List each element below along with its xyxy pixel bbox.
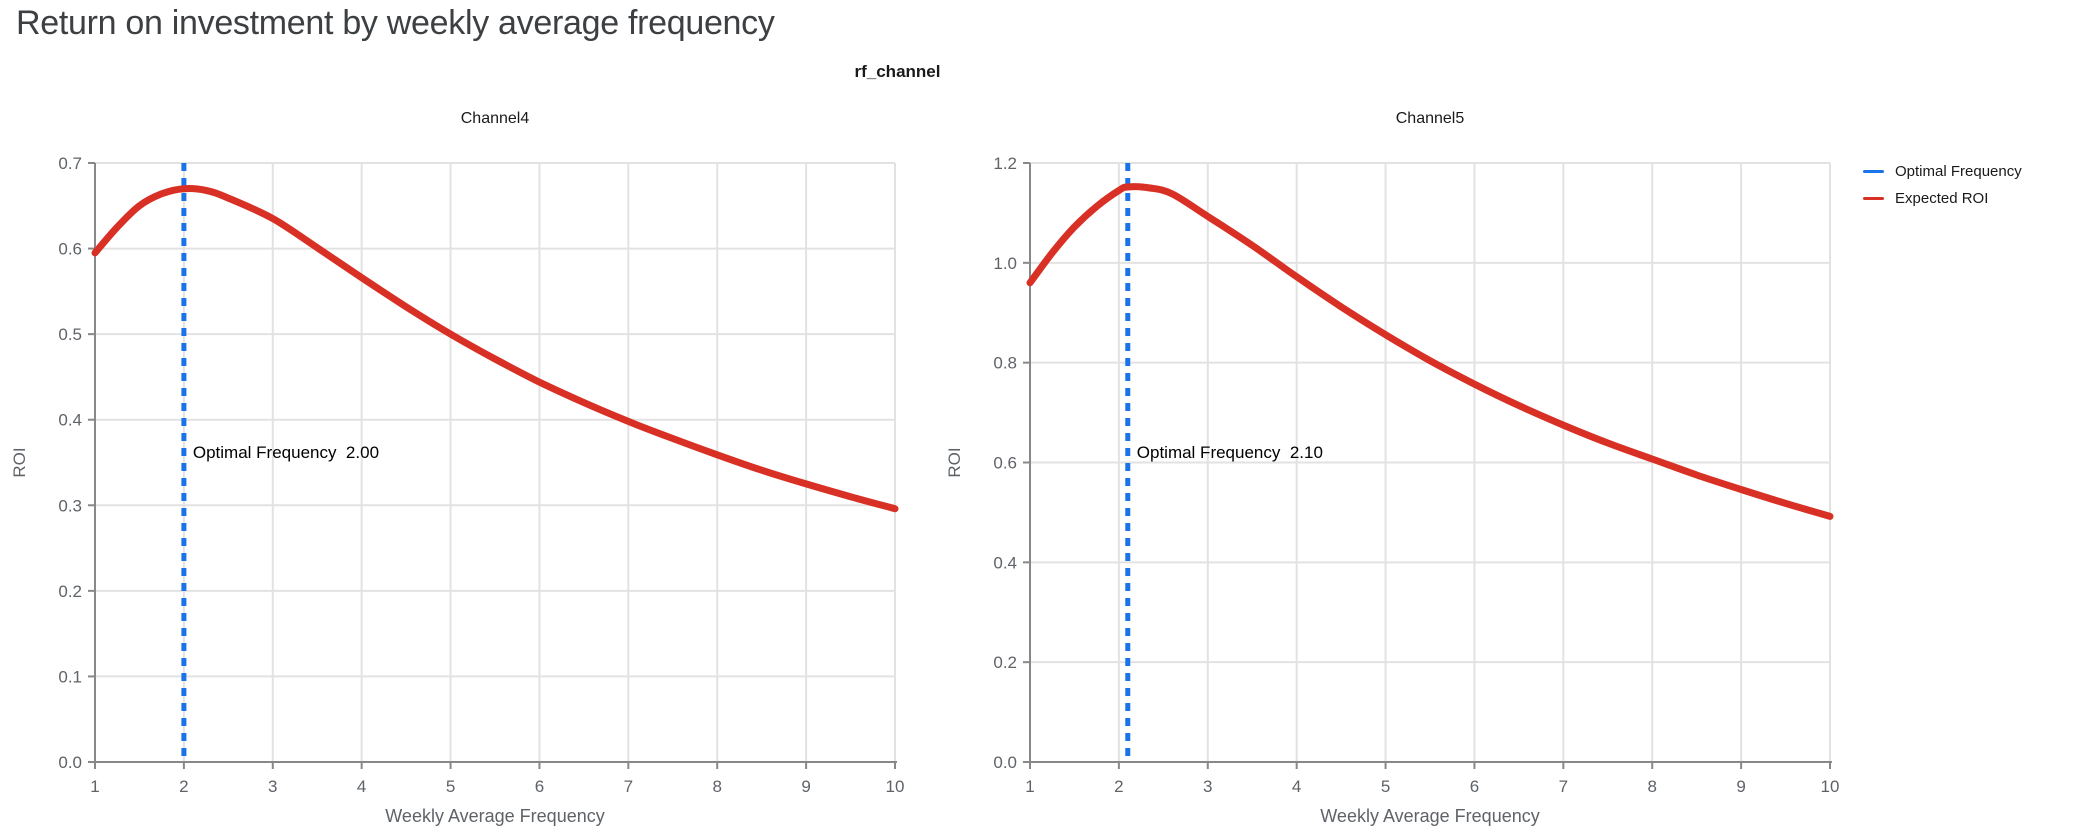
channel5-plot: 0.0 0.2 0.4 0.6 0.8 1.0 1.2 1 2 3 4 5 6 7 8 9 10 Channel5…: [945, 110, 1839, 826]
svg-text:1: 1: [90, 777, 99, 796]
x-axis-label: Weekly Average Frequency: [1320, 806, 1539, 826]
optimal-frequency-annotation: Optimal Frequency 2.00: [193, 443, 379, 462]
svg-text:0.6: 0.6: [58, 240, 82, 259]
svg-text:0.2: 0.2: [993, 653, 1017, 672]
svg-text:2: 2: [179, 777, 188, 796]
tick-labels: 0.0 0.2 0.4 0.6 0.8 1.0 1.2 1 2 3 4 5 6 7 8 9 10: [993, 154, 1839, 796]
svg-text:5: 5: [446, 777, 455, 796]
svg-text:2: 2: [1114, 777, 1123, 796]
svg-text:1.0: 1.0: [993, 254, 1017, 273]
x-axis-label: Weekly Average Frequency: [385, 806, 604, 826]
gridlines: [1030, 162, 1831, 762]
page-title: Return on investment by weekly average f…: [16, 4, 775, 42]
legend-swatch: [1863, 196, 1884, 200]
chart-channel5: 0.0 0.2 0.4 0.6 0.8 1.0 1.2 1 2 3 4 5 6 7 8 9 10 Channel5…: [935, 95, 1865, 840]
svg-text:5: 5: [1381, 777, 1390, 796]
legend-label: Optimal Frequency: [1895, 162, 2022, 180]
svg-text:9: 9: [801, 777, 810, 796]
legend-swatch: [1863, 169, 1884, 173]
legend-label: Expected ROI: [1895, 189, 1989, 207]
expected-roi-curve: [91, 184, 899, 513]
svg-text:0.1: 0.1: [58, 667, 82, 686]
svg-text:6: 6: [1470, 777, 1479, 796]
legend-item-expected-roi: Expected ROI: [1863, 189, 2022, 207]
svg-text:0.8: 0.8: [993, 354, 1017, 373]
legend-item-optimal-frequency: Optimal Frequency: [1863, 162, 2022, 180]
svg-text:6: 6: [535, 777, 544, 796]
svg-text:0.6: 0.6: [993, 454, 1017, 473]
svg-text:0.7: 0.7: [58, 154, 82, 173]
svg-text:0.5: 0.5: [58, 325, 82, 344]
y-axis-label: ROI: [945, 447, 964, 477]
expected-roi-curve: [1026, 183, 1834, 520]
svg-text:0.0: 0.0: [993, 753, 1017, 772]
svg-text:7: 7: [1559, 777, 1568, 796]
svg-text:4: 4: [357, 777, 366, 796]
y-axis-label: ROI: [10, 447, 29, 477]
chart-title: Channel5: [1396, 110, 1465, 127]
figure-title: rf_channel: [854, 62, 941, 81]
svg-text:1: 1: [1025, 777, 1034, 796]
svg-text:10: 10: [886, 777, 905, 796]
gridlines: [95, 162, 896, 762]
svg-text:8: 8: [712, 777, 721, 796]
chart-channel4: 0.0 0.1 0.2 0.3 0.4 0.5 0.6 0.7 1 2 3 4 5 6 7 8 9 10 Chann…: [0, 95, 930, 840]
legend: Optimal Frequency Expected ROI: [1863, 162, 2022, 207]
svg-text:8: 8: [1647, 777, 1656, 796]
svg-text:9: 9: [1736, 777, 1745, 796]
tick-labels: 0.0 0.1 0.2 0.3 0.4 0.5 0.6 0.7 1 2 3 4 5 6 7 8 9 10: [58, 154, 904, 796]
axes: [1023, 162, 1832, 769]
svg-text:4: 4: [1292, 777, 1301, 796]
svg-text:3: 3: [268, 777, 277, 796]
svg-text:7: 7: [624, 777, 633, 796]
svg-text:1.2: 1.2: [993, 154, 1017, 173]
svg-text:0.4: 0.4: [993, 553, 1017, 572]
svg-text:0.2: 0.2: [58, 582, 82, 601]
chart-title: Channel4: [461, 110, 530, 127]
svg-text:0.4: 0.4: [58, 411, 82, 430]
svg-text:0.0: 0.0: [58, 753, 82, 772]
axes: [88, 162, 897, 769]
channel4-plot: 0.0 0.1 0.2 0.3 0.4 0.5 0.6 0.7 1 2 3 4 5 6 7 8 9 10 Chann…: [10, 110, 904, 826]
svg-text:0.3: 0.3: [58, 496, 82, 515]
svg-text:3: 3: [1203, 777, 1212, 796]
optimal-frequency-annotation: Optimal Frequency 2.10: [1137, 443, 1323, 462]
svg-text:10: 10: [1821, 777, 1840, 796]
